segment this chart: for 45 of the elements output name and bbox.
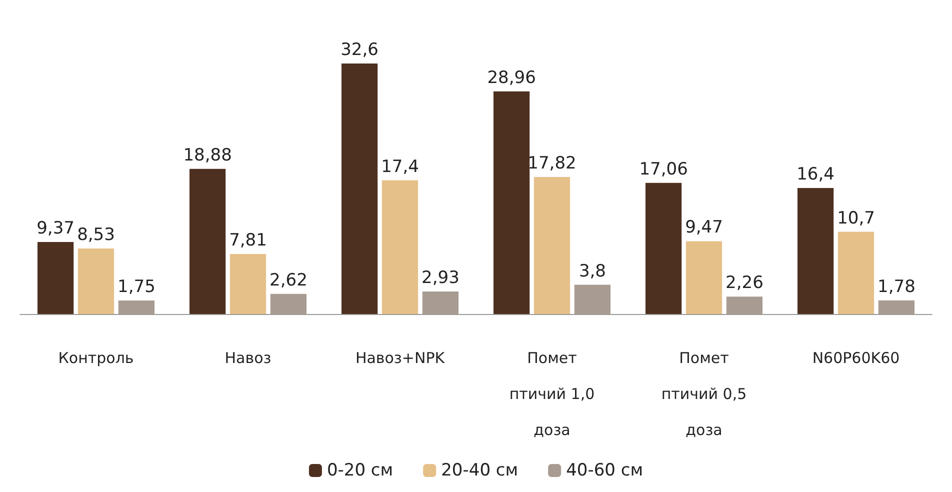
bar xyxy=(270,294,307,314)
data-label: 17,06 xyxy=(639,159,688,180)
bar xyxy=(118,300,155,314)
data-label: 3,8 xyxy=(578,261,606,282)
data-label: 2,93 xyxy=(422,268,460,288)
x-tick-label: Контроль xyxy=(58,349,134,367)
bar xyxy=(341,63,378,314)
bar xyxy=(645,182,682,314)
data-label: 16,4 xyxy=(796,164,834,184)
bar xyxy=(726,296,763,314)
bar xyxy=(422,291,459,314)
data-label: 7,81 xyxy=(229,230,267,250)
data-label: 1,75 xyxy=(118,277,156,298)
bar xyxy=(797,188,834,314)
data-label: 2,62 xyxy=(270,270,308,290)
bar xyxy=(574,284,611,314)
bar xyxy=(534,177,570,314)
data-label: 18,88 xyxy=(183,145,232,166)
category-label: Помет птичий 1,0 доза xyxy=(509,349,595,439)
data-label: 17,4 xyxy=(381,156,419,177)
bar xyxy=(78,248,114,314)
data-label: 9,47 xyxy=(685,218,723,238)
data-label: 10,7 xyxy=(837,208,875,228)
bar xyxy=(230,254,266,314)
bar xyxy=(37,242,74,314)
x-tick-label: Навоз xyxy=(224,349,272,367)
data-label: 9,37 xyxy=(36,218,74,238)
legend-label: 0-20 см xyxy=(326,460,394,480)
legend-label: 40-60 см xyxy=(566,460,644,480)
bar xyxy=(382,180,418,314)
data-label: 1,78 xyxy=(878,276,916,297)
bar xyxy=(686,241,722,314)
bar xyxy=(878,300,915,314)
bar xyxy=(189,168,226,314)
legend-label: 20-40 см xyxy=(441,460,518,480)
category-label: Помет птичий 0,5 доза xyxy=(661,349,747,439)
bar xyxy=(838,232,874,314)
bar xyxy=(493,91,530,314)
data-label: 8,53 xyxy=(77,224,115,245)
data-label: 2,26 xyxy=(726,273,764,294)
data-label: 17,82 xyxy=(528,154,576,174)
data-label: 32,6 xyxy=(340,40,378,60)
data-label: 28,96 xyxy=(487,68,536,88)
x-tick-label: Навоз+NPK xyxy=(355,349,446,367)
x-tick-label: N60P60K60 xyxy=(812,349,900,367)
